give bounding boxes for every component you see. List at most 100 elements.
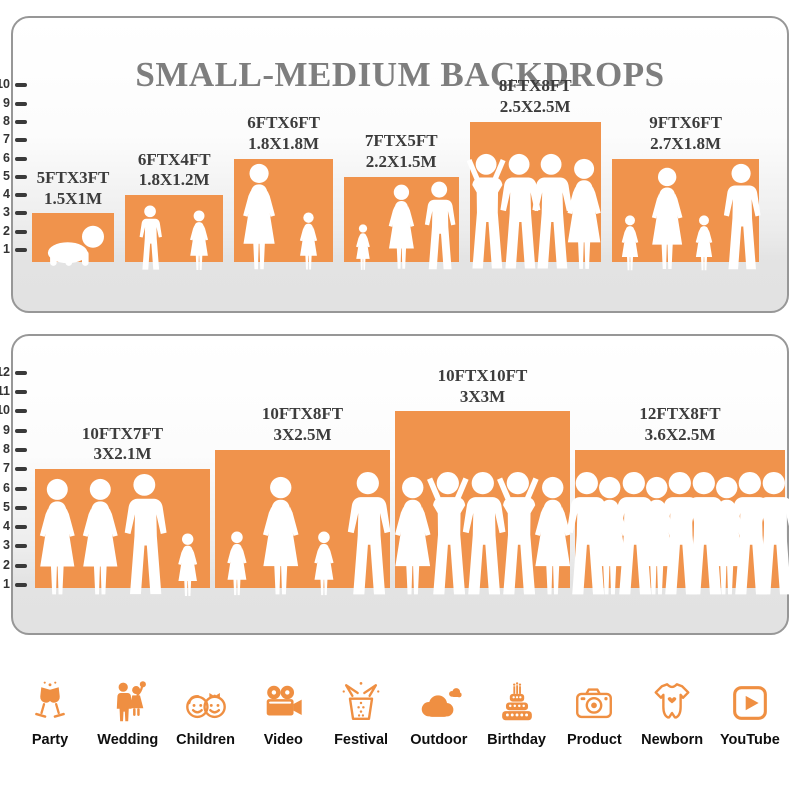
silhouette-girl	[178, 533, 198, 596]
video-icon	[267, 685, 302, 716]
category-festival: Festival	[323, 652, 399, 748]
category-label: Wedding	[97, 732, 159, 748]
ruler-tick	[15, 428, 27, 433]
silhouette-man	[124, 474, 167, 595]
backdrop-bar-5ftx3ft: 5FTX3FT 1.5X1M	[32, 168, 114, 266]
backdrop-bar-12ftx8ft: 12FTX8FT 3.6X2.5M	[566, 404, 796, 595]
silhouette-girl	[621, 215, 639, 270]
category-youtube: YouTube	[712, 652, 788, 748]
size-label-m: 2.2X1.5M	[365, 152, 437, 172]
size-label-m: 3X3M	[459, 386, 506, 406]
ruler-number: 12	[0, 364, 10, 379]
silhouette-woman	[651, 167, 683, 269]
ruler-number: 7	[3, 461, 10, 476]
size-label-ft: 12FTX8FT	[639, 404, 721, 424]
ruler-number: 4	[3, 187, 10, 202]
silhouette-girl	[299, 212, 317, 270]
ruler-number: 5	[3, 499, 10, 514]
silhouette-woman	[567, 158, 602, 269]
category-outdoor: Outdoor	[401, 652, 477, 748]
category-icon-row: Party Wedding Children Video Festival Outdoor…	[12, 652, 788, 748]
ruler-number: 1	[3, 242, 10, 256]
backdrop-bar-10ftx7ft: 10FTX7FT 3X2.1M	[35, 424, 210, 596]
silhouette-girl	[356, 224, 370, 271]
bar-size-label: 7FTX5FT 2.2X1.5M	[365, 131, 438, 172]
ruler-number: 3	[3, 205, 10, 220]
silhouette-baby	[47, 225, 104, 266]
silhouette-boy	[139, 205, 162, 270]
size-label-m: 2.7X1.8M	[650, 133, 722, 153]
ruler-tick	[15, 409, 27, 414]
ruler-tick	[15, 370, 27, 375]
category-video: Video	[245, 652, 321, 748]
silhouette-woman	[243, 163, 275, 269]
youtube-icon	[733, 686, 767, 720]
category-label: Children	[176, 732, 235, 748]
bar-size-label: 6FTX6FT 1.8X1.8M	[247, 113, 320, 154]
silhouette-girl	[695, 215, 713, 270]
backdrop-bar-9ftx6ft: 9FTX6FT 2.7X1.8M	[611, 113, 761, 270]
ruler-tick	[15, 390, 27, 394]
backdrop-bar-7ftx5ft: 7FTX5FT 2.2X1.5M	[343, 131, 459, 271]
category-party: Party	[12, 652, 88, 748]
category-label: Birthday	[487, 732, 546, 748]
size-label-ft: 10FTX10FT	[437, 365, 528, 385]
bar-size-label: 8FTX8FT 2.5X2.5M	[499, 76, 572, 117]
ruler-tick	[15, 83, 27, 88]
product-icon	[576, 688, 613, 719]
ruler-tick	[15, 583, 27, 587]
ruler-number: 5	[3, 168, 10, 183]
ruler-tick	[15, 138, 27, 143]
ruler-tick	[15, 156, 27, 161]
party-icon	[35, 681, 65, 718]
category-birthday: Birthday	[479, 652, 555, 748]
size-label-m: 3X2.1M	[93, 444, 152, 464]
category-label: Festival	[334, 732, 389, 748]
backdrop-bar-6ftx6ft: 6FTX6FT 1.8X1.8M	[234, 113, 333, 270]
ruler-number: 10	[0, 403, 10, 418]
ruler-number: 9	[3, 422, 10, 437]
size-label-ft: 6FTX6FT	[247, 113, 320, 133]
panel-small-medium-top: SMALL-MEDIUM BACKDROPS 1 2 3 4 5 6 7 8 9 10 5FTX3…	[0, 16, 789, 313]
ruler-tick	[15, 525, 27, 530]
size-label-m: 3X2.5M	[273, 425, 332, 445]
ruler-tick	[15, 544, 27, 549]
ruler-tick	[15, 119, 27, 124]
size-label-ft: 10FTX7FT	[81, 423, 164, 443]
festival-icon	[342, 682, 380, 721]
size-label-m: 1.8X1.8M	[248, 133, 319, 153]
ruler-tick	[15, 467, 27, 472]
children-icon	[185, 692, 226, 719]
bar-size-label: 5FTX3FT 1.5X1M	[37, 168, 110, 209]
size-label-ft: 9FTX6FT	[649, 113, 722, 133]
ruler-number: 1	[3, 577, 10, 591]
panel-small-medium-bottom: 123456789101112 10FTX7FT3X2.1M10FTX8FT3X…	[0, 334, 796, 635]
size-label-m: 3.6X2.5M	[644, 425, 716, 445]
ruler-number: 6	[3, 480, 10, 495]
silhouette-girl	[227, 531, 247, 596]
size-label-ft: 5FTX3FT	[36, 167, 110, 187]
ruler-number: 6	[3, 150, 10, 165]
silhouette-girl	[314, 531, 334, 596]
category-label: Video	[263, 732, 303, 748]
silhouette-girl	[189, 210, 208, 270]
size-label-m: 1.5X1M	[43, 188, 103, 208]
ruler-number: 11	[0, 384, 10, 398]
backdrop-bar-6ftx4ft: 6FTX4FT 1.8X1.2M	[125, 150, 224, 270]
category-newborn: Newborn	[634, 652, 710, 748]
silhouette-woman	[262, 476, 299, 595]
ruler-number: 10	[0, 77, 10, 92]
category-wedding: Wedding	[90, 652, 166, 748]
bar-size-label: 6FTX4FT 1.8X1.2M	[138, 150, 211, 191]
ruler-number: 9	[3, 95, 10, 110]
ruler-tick	[15, 193, 27, 198]
size-label-m: 2.5X2.5M	[499, 97, 571, 117]
size-label-ft: 6FTX4FT	[137, 149, 211, 169]
backdrop-bar-8ftx8ft: 8FTX8FT 2.5X2.5M	[466, 76, 602, 269]
outdoor-icon	[421, 688, 462, 717]
bar-size-label: 9FTX6FT 2.7X1.8M	[649, 113, 722, 154]
ruler-number: 8	[3, 113, 10, 128]
birthday-icon	[501, 682, 532, 721]
wedding-icon	[116, 681, 146, 722]
